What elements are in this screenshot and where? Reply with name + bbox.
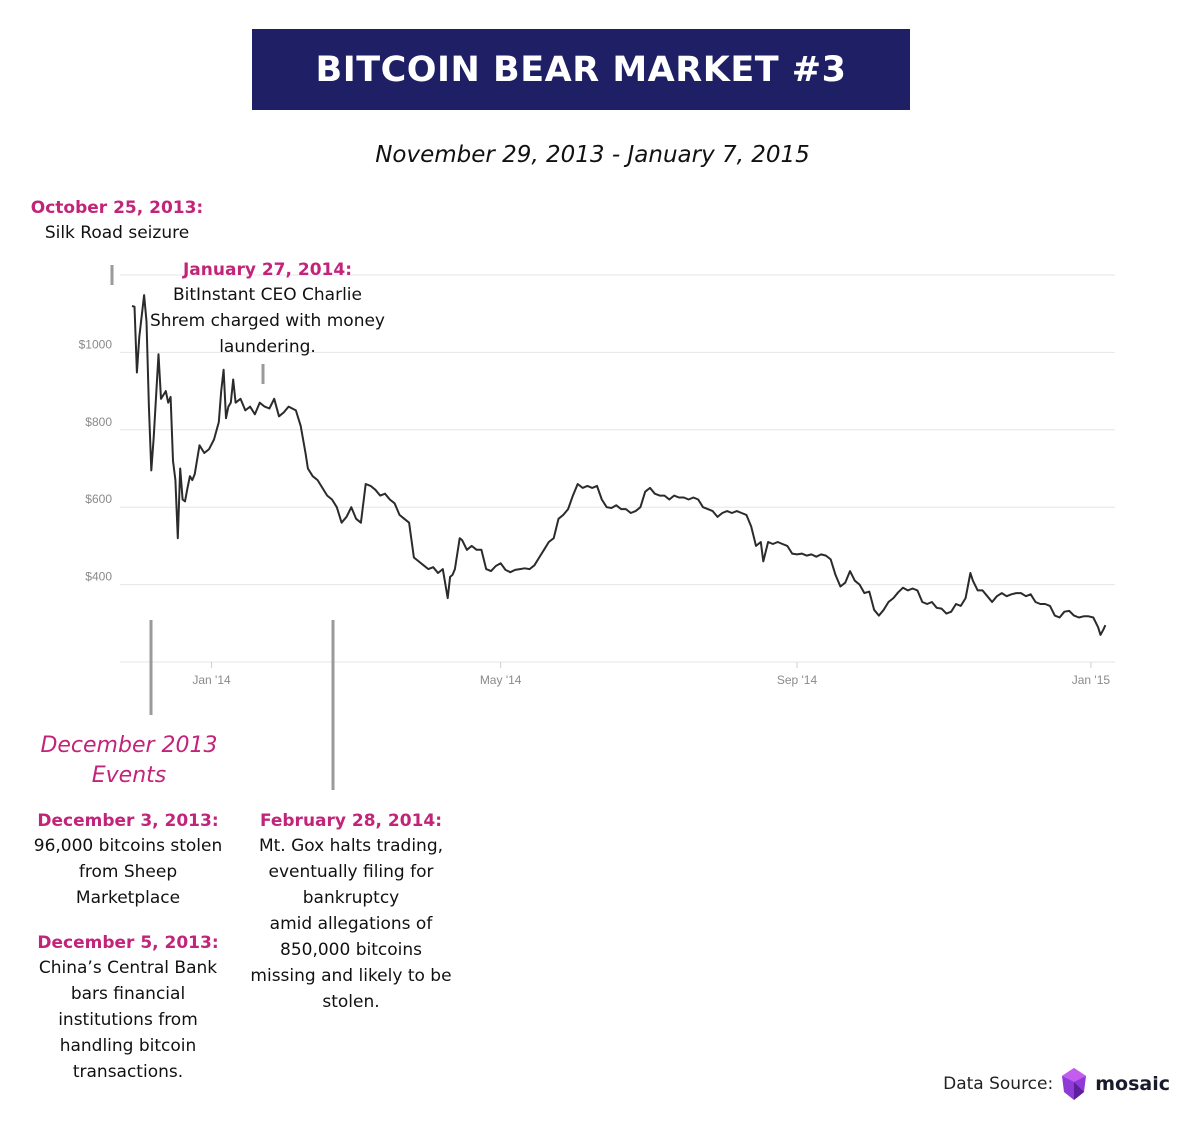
annotation-text: Silk Road seizure	[44, 223, 190, 243]
annotation-date: February 28, 2014:	[259, 811, 443, 831]
y-tick-label: $1000	[79, 337, 113, 351]
annotation-date: January 27, 2014:	[182, 260, 352, 280]
x-tick-label: May '14	[480, 673, 522, 687]
x-tick-label: Sep '14	[777, 673, 818, 687]
annotation-text: 96,000 bitcoins stolen from Sheep Market…	[33, 836, 223, 908]
annotation-text: China’s Central Bank bars financial inst…	[38, 958, 218, 1082]
annotation-date: December 5, 2013:	[37, 933, 219, 953]
annotation-mt-gox: February 28, 2014: Mt. Gox halts trading…	[240, 809, 462, 1015]
annotation-text: BitInstant CEO Charlie Shrem charged wit…	[149, 285, 385, 357]
mosaic-logo-icon	[1062, 1068, 1087, 1100]
y-tick-label: $600	[85, 492, 112, 506]
x-axis-ticks: Jan '14 May '14 Sep '14 Jan '15	[192, 662, 1110, 687]
data-source: Data Source: mosaic	[943, 1067, 1170, 1101]
y-tick-label: $800	[85, 415, 112, 429]
annotation-china-central-bank: December 5, 2013: China’s Central Bank b…	[22, 931, 234, 1085]
section-title-december-events: December 2013 Events	[40, 733, 218, 788]
annotation-text: Mt. Gox halts trading, eventually filing…	[250, 836, 452, 1012]
annotation-bitinstant: January 27, 2014: BitInstant CEO Charlie…	[145, 258, 390, 360]
y-tick-label: $400	[85, 570, 112, 584]
data-source-label: Data Source:	[943, 1074, 1054, 1094]
annotation-sheep-marketplace: December 3, 2013: 96,000 bitcoins stolen…	[22, 809, 234, 911]
price-series	[131, 294, 1107, 636]
data-source-brand: mosaic	[1095, 1073, 1170, 1095]
annotation-date: October 25, 2013:	[30, 198, 204, 218]
title-banner: BITCOIN BEAR MARKET #3	[252, 29, 910, 110]
x-tick-label: Jan '15	[1072, 673, 1111, 687]
price-line	[131, 294, 1107, 636]
date-range-subtitle: November 29, 2013 - January 7, 2015	[375, 142, 810, 168]
y-axis-ticks: $400 $600 $800 $1000	[79, 337, 113, 583]
x-tick-label: Jan '14	[192, 673, 231, 687]
annotation-silk-road: October 25, 2013: Silk Road seizure	[22, 196, 212, 246]
event-markers	[110, 265, 335, 790]
annotation-date: December 3, 2013:	[37, 811, 219, 831]
grid-lines	[120, 274, 1115, 663]
chart-title: BITCOIN BEAR MARKET #3	[315, 49, 847, 90]
